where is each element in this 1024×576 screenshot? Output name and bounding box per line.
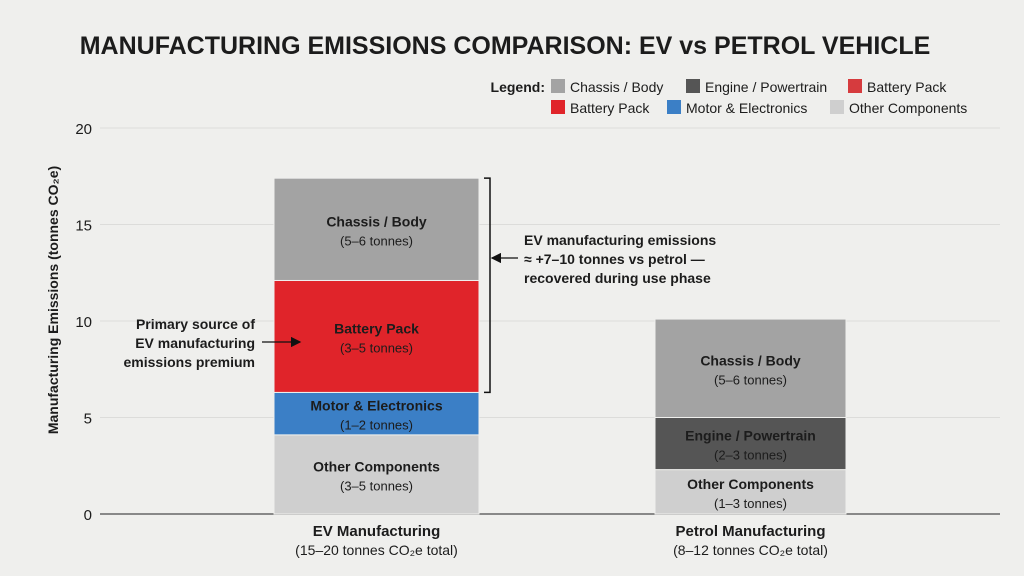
x-category-label: EV Manufacturing	[313, 523, 441, 540]
segment-range-label: (3–5 tonnes)	[340, 340, 413, 355]
legend-swatch	[830, 100, 844, 114]
y-tick-label: 0	[84, 507, 92, 524]
legend-swatch	[667, 100, 681, 114]
legend-label: Other Components	[849, 100, 967, 116]
annotation-text: ≈ +7–10 tonnes vs petrol —	[524, 251, 705, 267]
gridlines: 0 5 10 15 20	[75, 121, 1000, 524]
annotation-text: Primary source of	[136, 316, 255, 332]
segment-label: Motor & Electronics	[310, 398, 442, 414]
bar-segment	[273, 177, 480, 281]
annotation-text: EV manufacturing	[135, 335, 255, 351]
y-axis-label: Manufacturing Emissions (tonnes CO₂e)	[45, 166, 61, 434]
segment-range-label: (2–3 tonnes)	[714, 448, 787, 463]
bracket	[484, 177, 491, 394]
annotation-text: EV manufacturing emissions	[524, 232, 716, 248]
bar-segment	[654, 469, 847, 515]
y-tick-label: 20	[75, 121, 92, 138]
segment-range-label: (1–2 tonnes)	[340, 418, 413, 433]
annotations: Primary source of EV manufacturing emissio…	[124, 177, 716, 394]
bar-segment	[273, 279, 480, 393]
bar-segment	[273, 391, 480, 436]
legend-swatch	[686, 79, 700, 93]
annotation-text: emissions premium	[124, 354, 256, 370]
segment-range-label: (5–6 tonnes)	[714, 372, 787, 387]
bars: Other Components (3–5 tonnes) Motor & Elec…	[273, 177, 847, 558]
segment-range-label: (1–3 tonnes)	[714, 496, 787, 511]
x-category-label: Petrol Manufacturing	[675, 523, 825, 540]
legend: Legend: Chassis / Body Engine / Powertrain…	[491, 79, 967, 116]
legend-label: Motor & Electronics	[686, 100, 807, 116]
annotation-text: recovered during use phase	[524, 270, 711, 286]
legend-label: Battery Pack	[867, 79, 947, 95]
segment-label: Chassis / Body	[326, 213, 427, 229]
legend-label: Engine / Powertrain	[705, 79, 827, 95]
bar-segment	[654, 318, 847, 419]
x-category-sublabel: (15–20 tonnes CO₂e total)	[295, 542, 458, 558]
bar-segment	[273, 434, 480, 515]
legend-swatch	[848, 79, 862, 93]
legend-label: Battery Pack	[570, 100, 650, 116]
segment-label: Other Components	[687, 476, 814, 492]
segment-range-label: (3–5 tonnes)	[340, 478, 413, 493]
segment-label: Chassis / Body	[700, 352, 801, 368]
segment-label: Battery Pack	[334, 320, 419, 336]
segment-range-label: (5–6 tonnes)	[340, 233, 413, 248]
y-tick-label: 10	[75, 314, 92, 331]
segment-label: Engine / Powertrain	[685, 428, 816, 444]
legend-swatch	[551, 79, 565, 93]
x-category-sublabel: (8–12 tonnes CO₂e total)	[673, 542, 828, 558]
legend-label: Chassis / Body	[570, 79, 663, 95]
chart-title: MANUFACTURING EMISSIONS COMPARISON: EV v…	[80, 32, 931, 60]
legend-swatch	[551, 100, 565, 114]
segment-label: Other Components	[313, 458, 440, 474]
legend-title: Legend:	[491, 79, 545, 95]
y-tick-label: 15	[75, 218, 92, 235]
y-tick-label: 5	[84, 411, 92, 428]
